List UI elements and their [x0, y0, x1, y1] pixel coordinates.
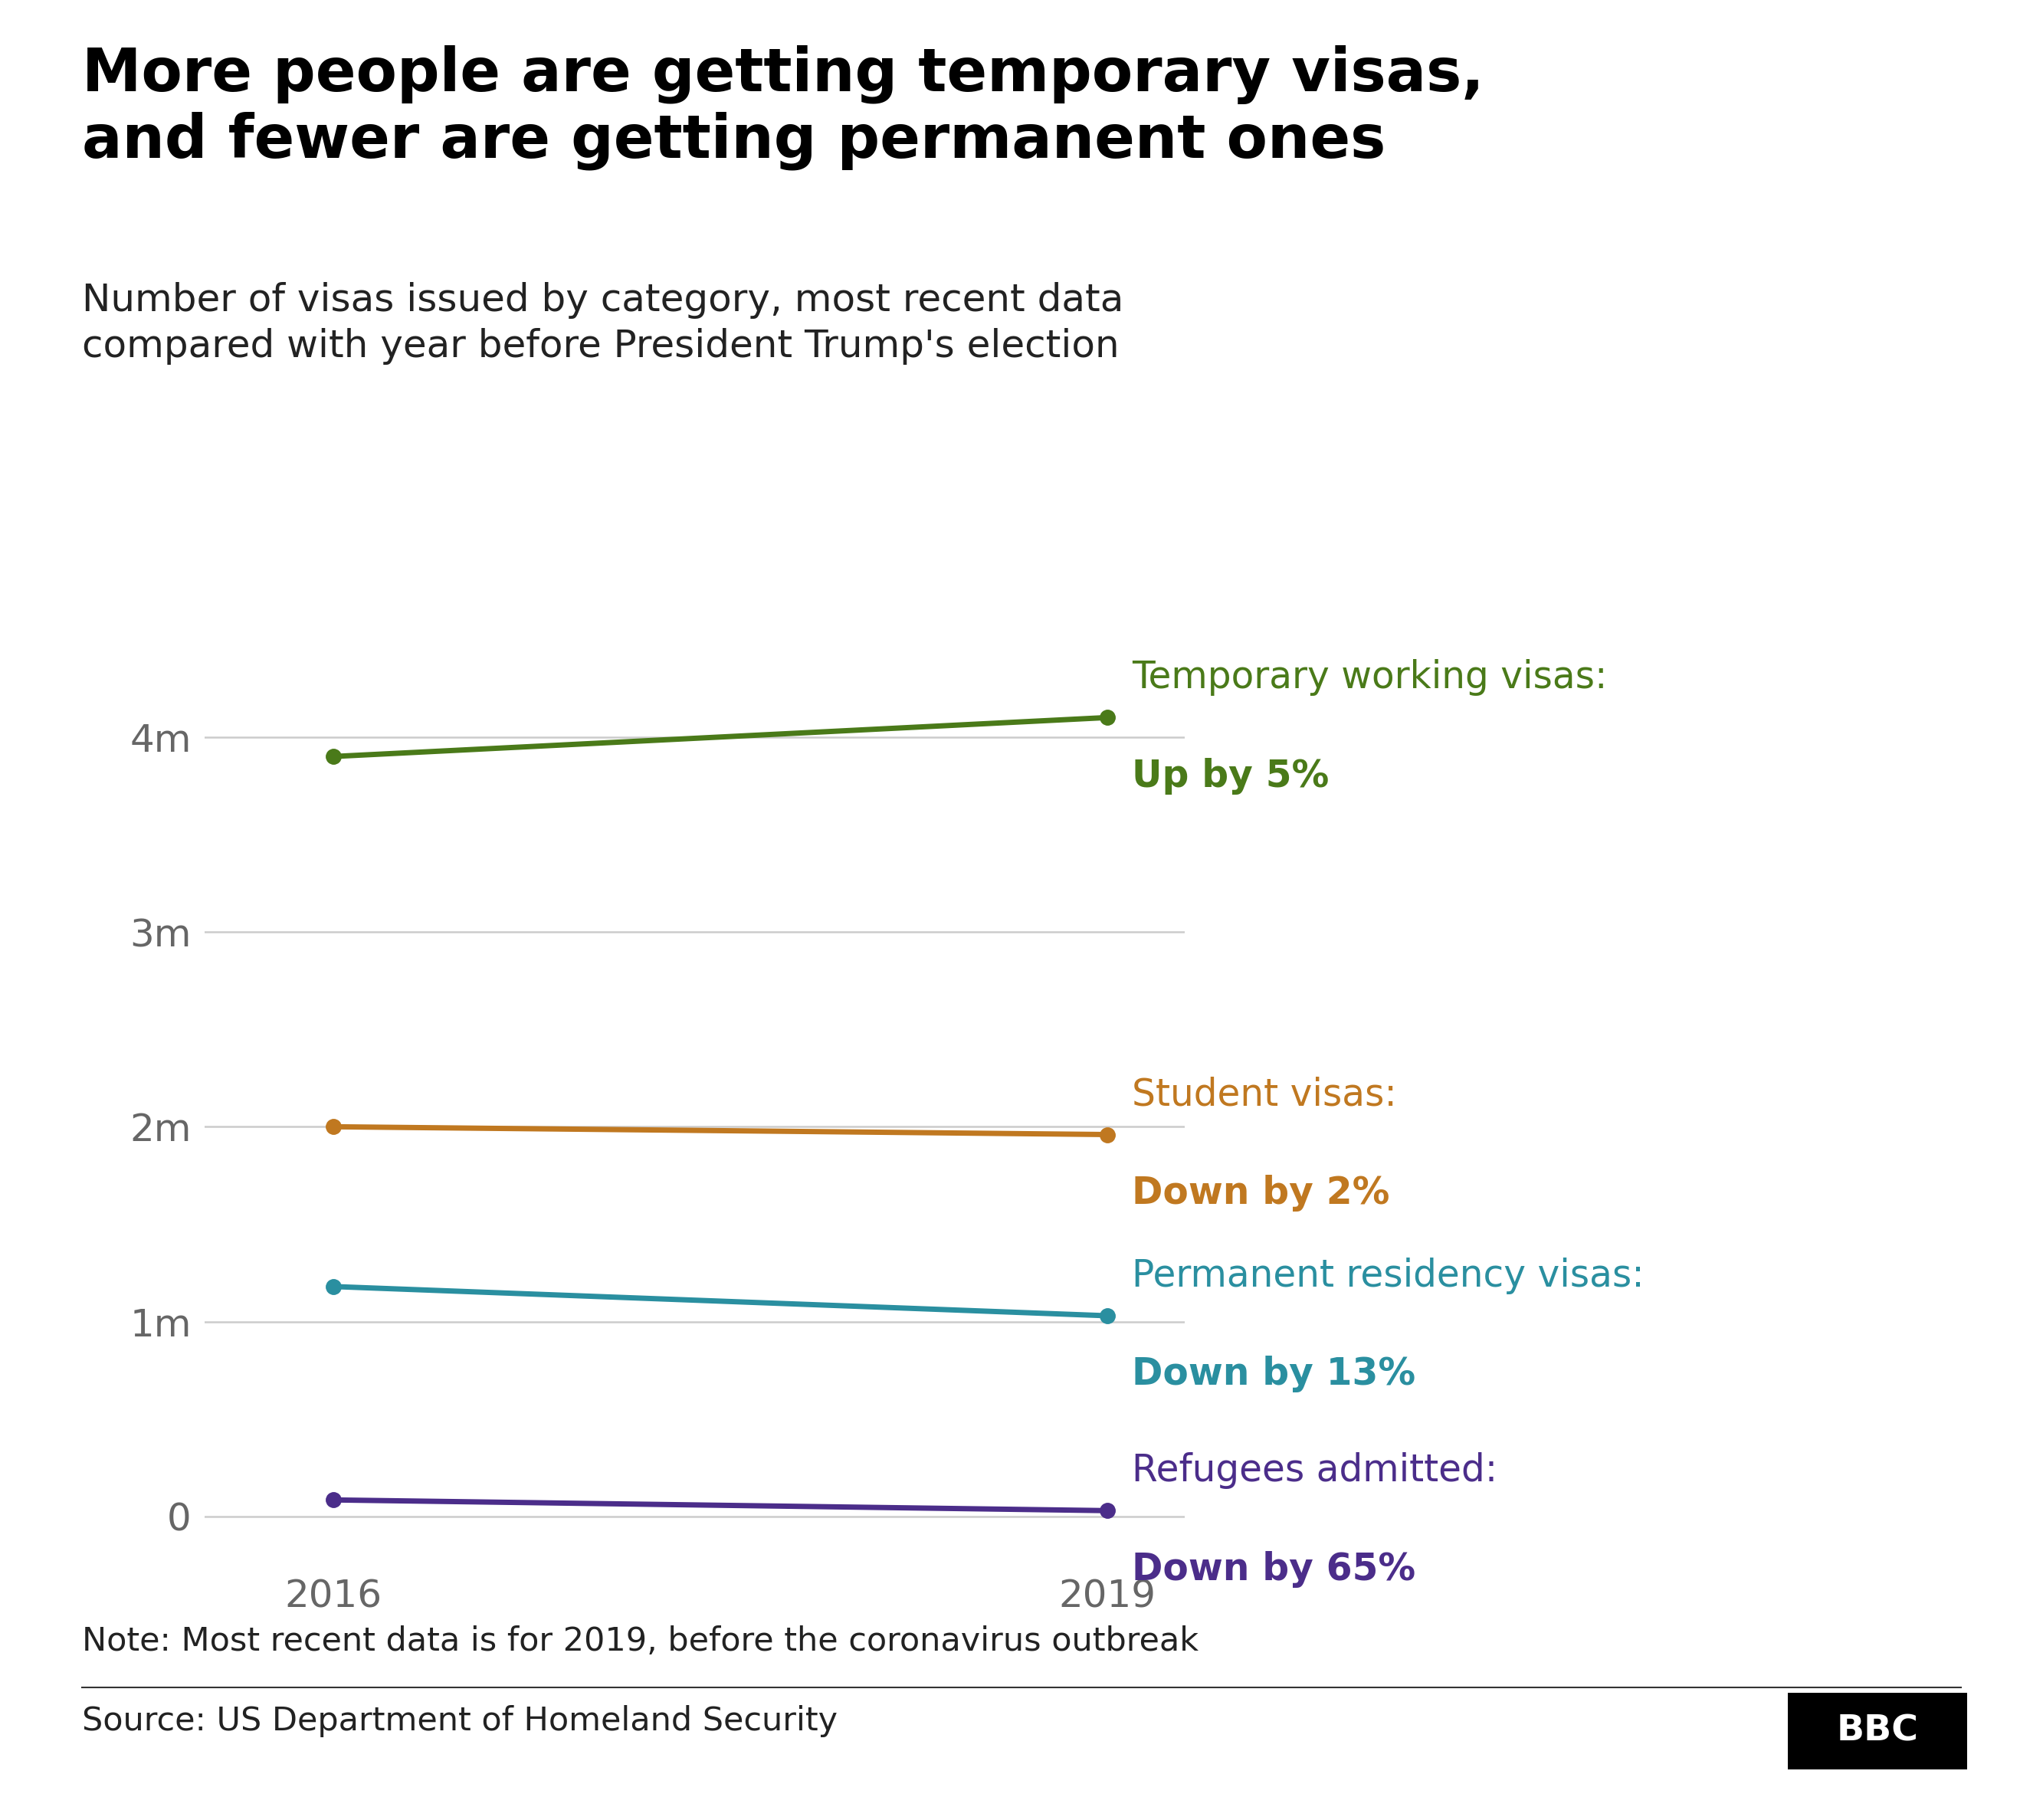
Text: More people are getting temporary visas,
and fewer are getting permanent ones: More people are getting temporary visas,…	[82, 46, 1483, 169]
Text: BBC: BBC	[1837, 1714, 1918, 1747]
Text: Temporary working visas:: Temporary working visas:	[1132, 659, 1608, 695]
Text: Up by 5%: Up by 5%	[1132, 757, 1330, 794]
Text: Permanent residency visas:: Permanent residency visas:	[1132, 1258, 1645, 1294]
Text: Number of visas issued by category, most recent data
compared with year before P: Number of visas issued by category, most…	[82, 282, 1124, 364]
Text: Refugees admitted:: Refugees admitted:	[1132, 1452, 1498, 1489]
Text: Down by 2%: Down by 2%	[1132, 1174, 1389, 1212]
Text: Note: Most recent data is for 2019, before the coronavirus outbreak: Note: Most recent data is for 2019, befo…	[82, 1625, 1199, 1658]
Text: Down by 13%: Down by 13%	[1132, 1356, 1416, 1392]
Text: Source: US Department of Homeland Security: Source: US Department of Homeland Securi…	[82, 1705, 838, 1738]
Text: Student visas:: Student visas:	[1132, 1076, 1397, 1112]
Text: Down by 65%: Down by 65%	[1132, 1551, 1416, 1587]
